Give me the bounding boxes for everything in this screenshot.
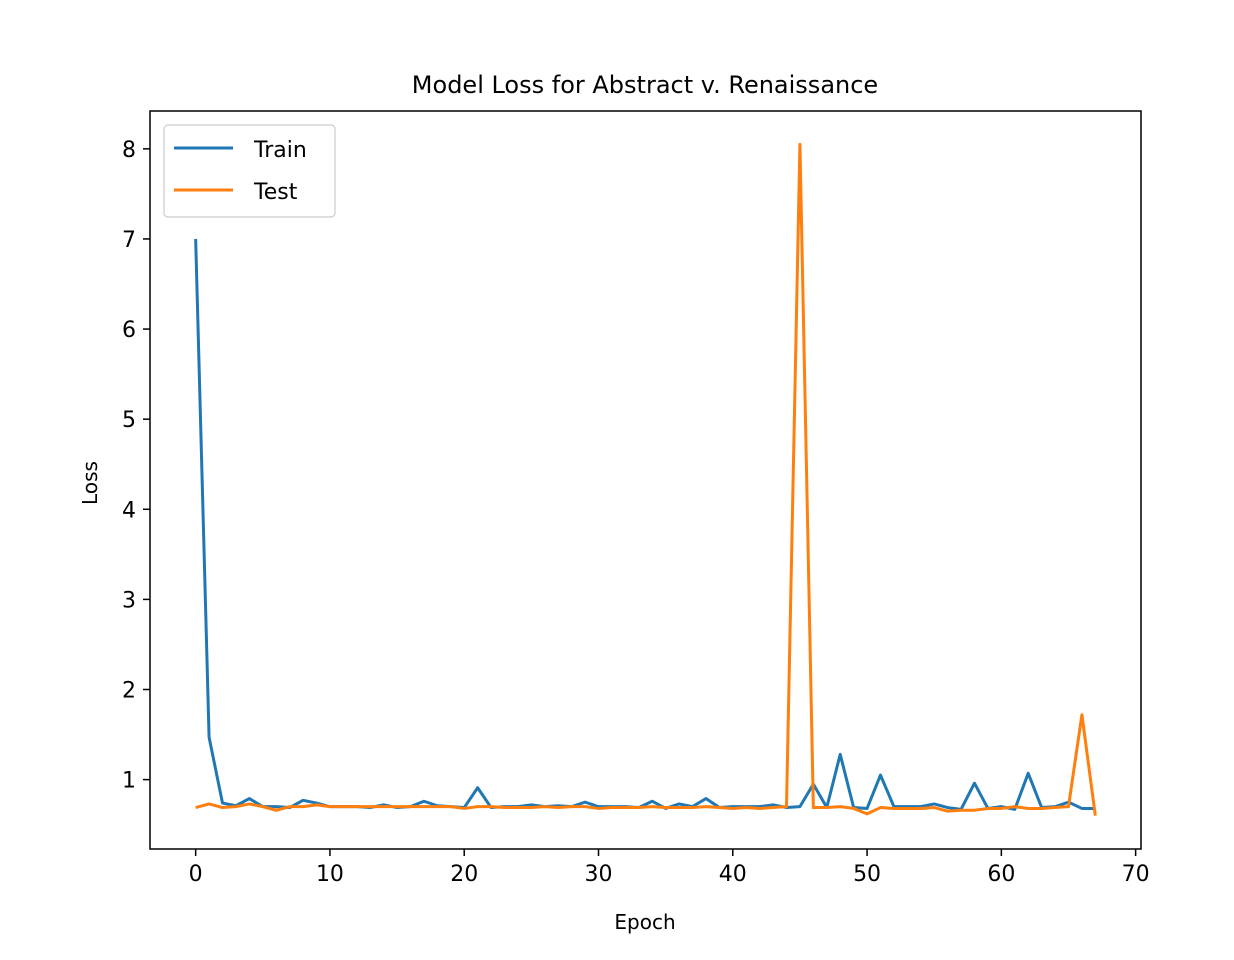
legend-label-train: Train xyxy=(253,138,307,163)
y-axis-label: Loss xyxy=(78,461,102,505)
x-tick-label: 10 xyxy=(316,862,344,887)
y-tick-label: 2 xyxy=(122,679,136,704)
y-tick-label: 8 xyxy=(122,138,136,163)
y-axis-ticks: 1 2 3 4 5 6 7 8 xyxy=(122,138,150,794)
x-tick-label: 40 xyxy=(719,862,747,887)
chart-title: Model Loss for Abstract v. Renaissance xyxy=(412,71,878,99)
x-tick-label: 30 xyxy=(585,862,613,887)
y-tick-label: 4 xyxy=(122,498,136,523)
y-tick-label: 7 xyxy=(122,228,136,253)
plot-area-frame xyxy=(149,110,1142,850)
y-tick-label: 5 xyxy=(122,408,136,433)
legend: Train Test xyxy=(163,124,336,218)
x-tick-label: 50 xyxy=(853,862,881,887)
y-tick-label: 6 xyxy=(122,318,136,343)
legend-label-test: Test xyxy=(253,180,298,205)
x-tick-label: 20 xyxy=(450,862,478,887)
series-line-test xyxy=(195,142,1097,816)
x-axis-ticks: 0 10 20 30 40 50 60 70 xyxy=(189,849,1150,887)
x-tick-label: 60 xyxy=(987,862,1015,887)
series-layer xyxy=(194,142,1097,816)
legend-box xyxy=(163,124,336,218)
x-tick-label: 0 xyxy=(189,862,203,887)
x-tick-label: 70 xyxy=(1122,862,1150,887)
x-axis-label: Epoch xyxy=(614,910,675,934)
y-tick-label: 1 xyxy=(122,769,136,794)
y-tick-label: 3 xyxy=(122,588,136,613)
